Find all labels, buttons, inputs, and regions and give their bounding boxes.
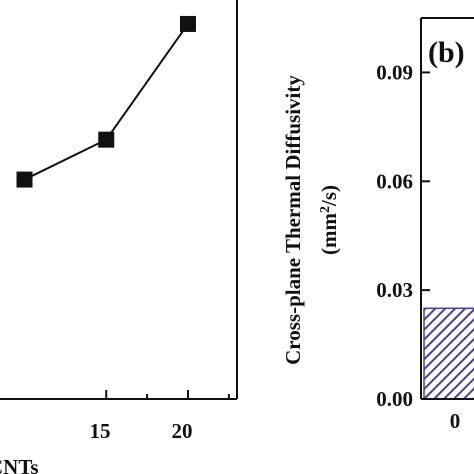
panel-b-y-unit-suffix: /s): [317, 185, 341, 207]
panel-b-y-ticks: [421, 71, 430, 400]
panel-b-y-tick-labels: 0.00 0.03 0.06 0.09: [376, 60, 413, 411]
panel-a-x-axis-label: CNTs: [0, 455, 39, 474]
panel-b-bar-0: [423, 307, 474, 400]
panel-b-label: (b): [428, 36, 465, 69]
panel-b-y-unit-sup: 2: [318, 206, 333, 213]
panel-b-bar-chart: Cross-plane Thermal Diffusivity (mm2/s) …: [281, 17, 474, 433]
panel-a-x-ticks: [105, 390, 230, 399]
panel-b-y-axis-label-unit: (mm2/s): [317, 185, 341, 255]
panel-a-point-0: [16, 171, 33, 188]
panel-a-x-tick-label-15: 15: [90, 419, 111, 443]
panel-b-y-tick-label-0.06: 0.06: [376, 169, 413, 193]
panel-a-series-line: [24, 23, 189, 181]
panel-b-y-tick-label-0.03: 0.03: [376, 278, 413, 302]
panel-b-y-tick-label-0.00: 0.00: [376, 387, 413, 411]
panel-a-point-2: [179, 15, 196, 32]
panel-b-y-unit-prefix: (mm: [317, 213, 341, 255]
panel-b-y-tick-label-0.09: 0.09: [376, 60, 413, 84]
panel-a-x-tick-label-20: 20: [172, 419, 193, 443]
panel-a-line-chart: 15 20 CNTs: [0, 0, 238, 474]
panel-a-markers: [16, 15, 196, 188]
panel-a-point-1: [98, 131, 115, 148]
panel-b-y-axis-label-line1: Cross-plane Thermal Diffusivity: [281, 75, 305, 365]
panel-a-x-tick-labels: 15 20: [90, 419, 193, 443]
panel-b-x-tick-label-0: 0: [450, 409, 461, 433]
